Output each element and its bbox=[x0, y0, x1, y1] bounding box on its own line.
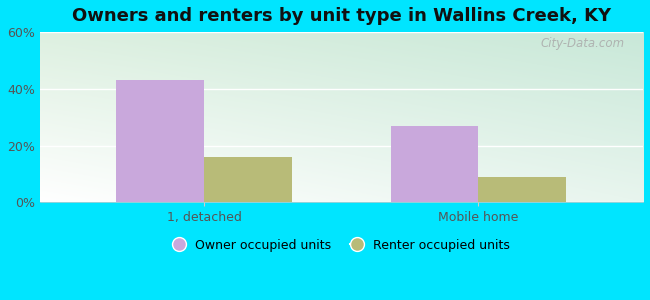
Bar bbox=[204, 157, 292, 202]
Text: City-Data.com: City-Data.com bbox=[541, 37, 625, 50]
Bar bbox=[391, 126, 478, 202]
Title: Owners and renters by unit type in Wallins Creek, KY: Owners and renters by unit type in Walli… bbox=[72, 7, 611, 25]
Bar bbox=[478, 177, 566, 202]
Legend: Owner occupied units, Renter occupied units: Owner occupied units, Renter occupied un… bbox=[173, 239, 510, 252]
Bar bbox=[116, 80, 204, 202]
